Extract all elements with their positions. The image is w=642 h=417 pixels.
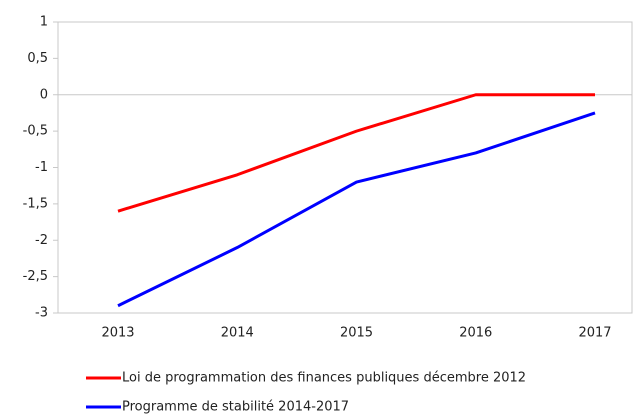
x-tick-label: 2013 [101, 326, 134, 341]
y-tick-label: 0,5 [27, 51, 48, 66]
y-tick-label: 0 [40, 87, 48, 102]
series-line [117, 111, 596, 308]
x-tick-label: 2014 [221, 326, 254, 341]
y-tick-label: 1 [40, 15, 48, 30]
series-line [117, 93, 595, 213]
x-tick-label: 2016 [459, 326, 492, 341]
x-tick-label: 2017 [578, 326, 611, 341]
y-tick-label: -3 [35, 306, 48, 321]
legend-label: Loi de programmation des finances publiq… [122, 371, 526, 386]
y-tick-label: -1 [35, 160, 48, 175]
plot-border [57, 21, 633, 314]
y-tick-label: -2,5 [23, 269, 48, 284]
y-tick-label: -1,5 [23, 196, 48, 211]
x-tick-label: 2015 [340, 326, 373, 341]
y-tick-label: -0,5 [23, 124, 48, 139]
y-tick-label: -2 [35, 233, 48, 248]
legend-label: Programme de stabilité 2014-2017 [122, 400, 349, 415]
